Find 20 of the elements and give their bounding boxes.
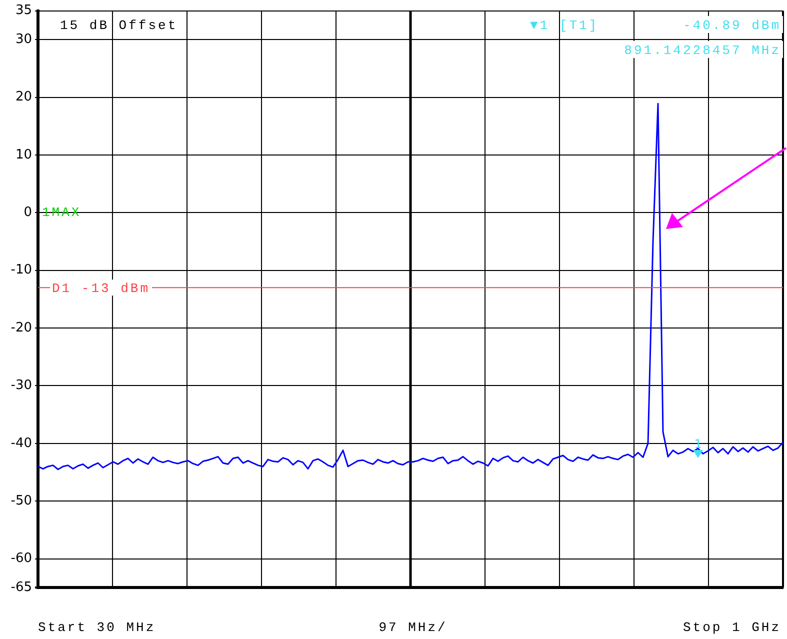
y-tick-label: -65	[10, 580, 32, 595]
text: 97 MHz/	[378, 620, 448, 635]
text: Stop 1 GHz	[682, 620, 781, 635]
annotation: 891.14228457 MHz	[624, 43, 781, 58]
y-tick-label: 35	[15, 3, 32, 18]
ref-line-label: D1 -13 dBm	[52, 281, 150, 296]
annotation: ▼1 [T1]	[530, 18, 599, 33]
text: Start 30 MHz	[38, 620, 156, 635]
y-tick-label: 10	[15, 147, 32, 162]
y-tick-label: -60	[10, 551, 32, 566]
y-tick-label: -10	[10, 262, 32, 278]
y-tick-label: -40	[10, 436, 32, 451]
y-tick-label: 20	[15, 90, 32, 105]
y-tick-label: -50	[10, 493, 32, 508]
y-tick-label: -30	[10, 378, 32, 394]
annotation: -40.89 dBm	[682, 18, 781, 33]
y-tick-label: 0	[24, 205, 32, 220]
annotation: 15 dB Offset	[60, 18, 178, 33]
y-tick-label: -20	[10, 320, 32, 336]
y-tick-label: 30	[15, 32, 32, 48]
